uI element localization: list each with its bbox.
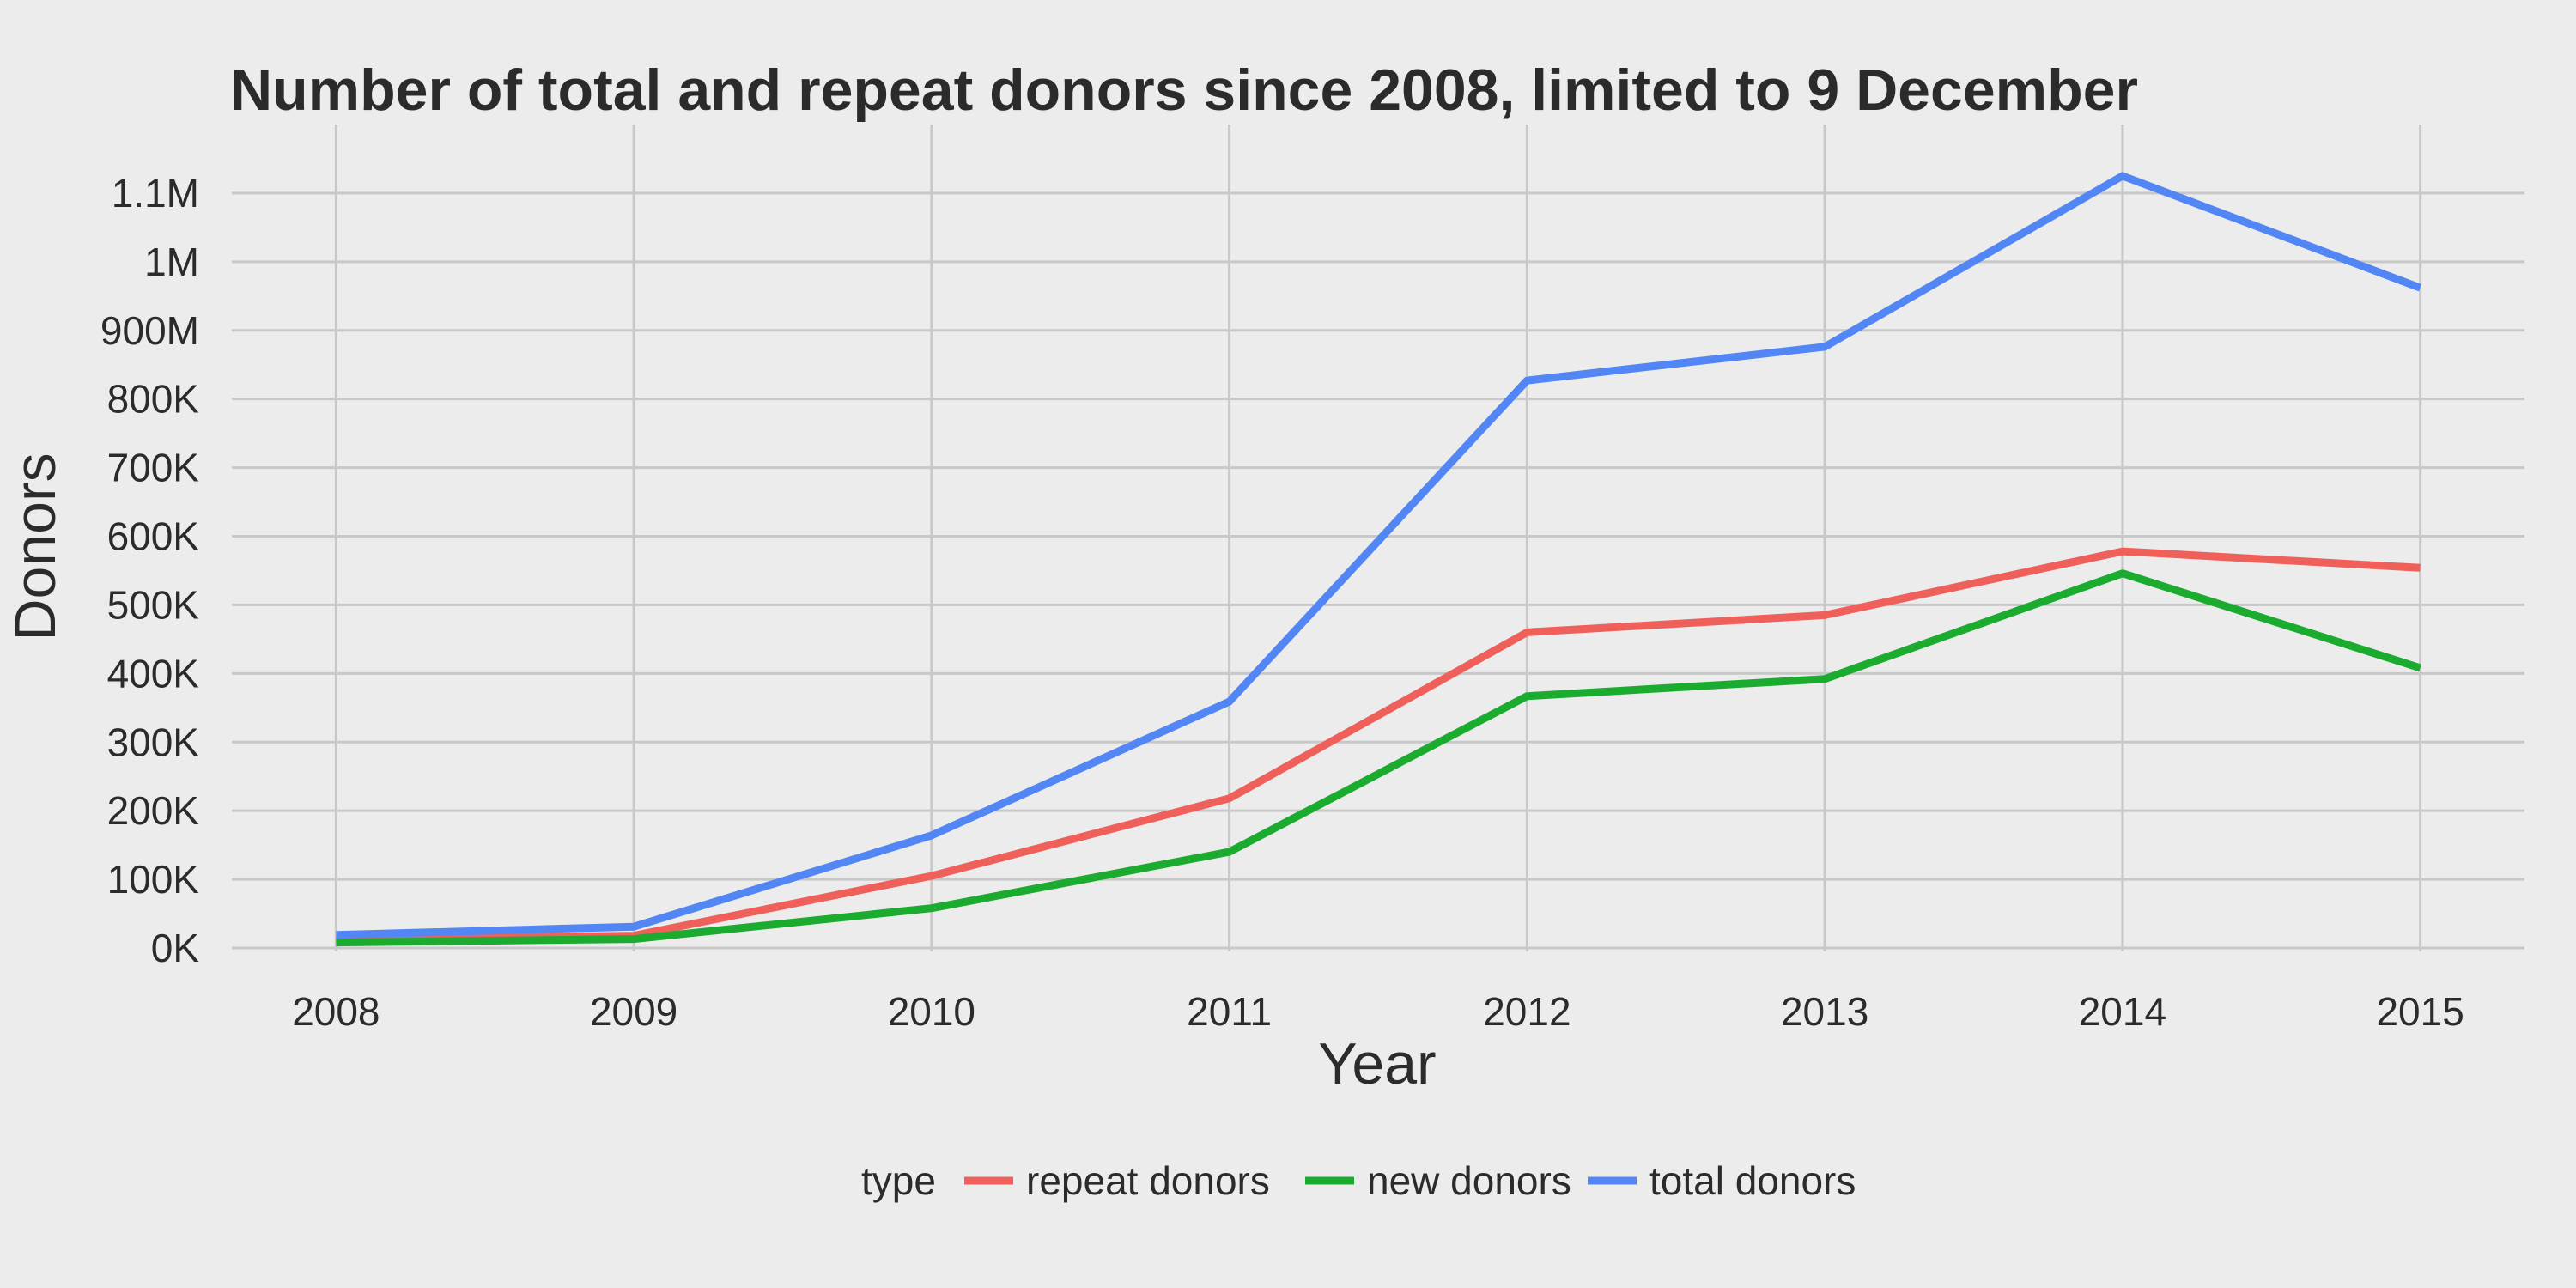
y-tick-label: 700K — [107, 446, 200, 490]
y-tick-label: 200K — [107, 788, 200, 833]
y-tick-label: 400K — [107, 651, 200, 696]
x-tick-label: 2008 — [292, 989, 380, 1034]
legend: type repeat donors new donors total donors — [861, 1158, 1856, 1203]
y-tick-label: 500K — [107, 582, 200, 627]
y-tick-label: 1M — [144, 240, 199, 284]
x-tick-label: 2011 — [1187, 989, 1272, 1034]
y-tick-label: 600K — [107, 514, 200, 559]
y-tick-label: 300K — [107, 720, 200, 764]
legend-title: type — [861, 1158, 936, 1203]
legend-items: repeat donors new donors total donors — [964, 1158, 1856, 1203]
y-tick-label: 1.1M — [112, 171, 199, 216]
y-axis-label: Donors — [3, 453, 68, 641]
y-axis-ticks: 0K 100K 200K 300K 400K 500K 600K 700K 800K 900M 1M… — [100, 171, 199, 970]
x-axis-label: Year — [1318, 1031, 1436, 1097]
y-tick-label: 0K — [151, 926, 200, 970]
legend-label: repeat donors — [1026, 1158, 1270, 1203]
legend-label: total donors — [1649, 1158, 1856, 1203]
series-lines — [336, 172, 2422, 947]
grid-lines — [232, 125, 2524, 951]
x-tick-label: 2009 — [590, 989, 677, 1034]
x-tick-label: 2015 — [2376, 989, 2464, 1034]
series-line-total-donors — [336, 172, 2422, 939]
legend-label: new donors — [1367, 1158, 1571, 1203]
chart-title: Number of total and repeat donors since … — [230, 58, 2138, 123]
x-axis-ticks: 2008 2009 2010 2011 2012 2013 2014 2015 — [292, 989, 2464, 1034]
series-line-new-donors — [336, 569, 2421, 947]
y-tick-label: 800K — [107, 377, 200, 422]
y-tick-label: 100K — [107, 857, 200, 902]
x-tick-label: 2014 — [2079, 989, 2166, 1034]
series-line-repeat-donors — [336, 547, 2421, 944]
x-tick-label: 2013 — [1781, 989, 1868, 1034]
y-tick-label: 900M — [100, 308, 199, 353]
x-tick-label: 2012 — [1483, 989, 1571, 1034]
x-tick-label: 2010 — [888, 989, 975, 1034]
